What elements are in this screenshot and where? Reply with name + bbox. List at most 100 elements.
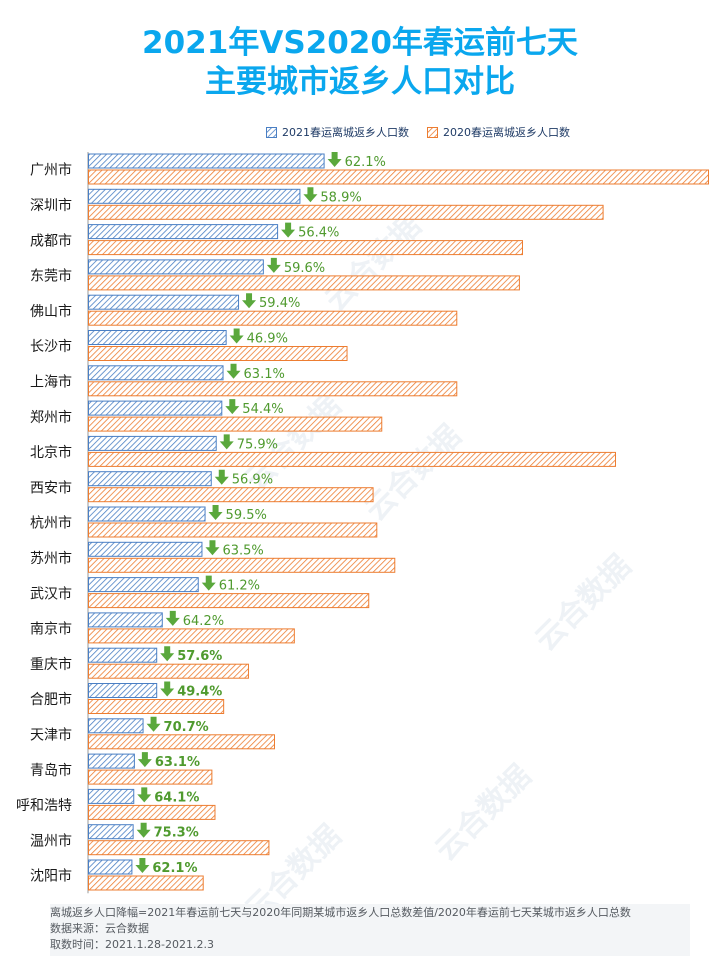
category-label: 合肥市 (30, 691, 72, 708)
category-label: 上海市 (30, 373, 72, 390)
bar-2020 (88, 840, 270, 856)
bar-2021 (88, 541, 203, 557)
decline-percent-label: 70.7% (164, 720, 209, 735)
bar-2021 (88, 718, 144, 734)
down-arrow-icon (229, 328, 244, 344)
chart-title-line1: 2021年VS2020年春运前七天 (142, 25, 578, 61)
bar-2020 (88, 522, 378, 538)
legend-swatch-2020 (427, 126, 438, 138)
bar-2020 (88, 416, 383, 432)
watermark-text: 云合数据 (528, 548, 638, 658)
category-label: 成都市 (30, 232, 72, 249)
footer-note: 离城返乡人口降幅=2021年春运前七天与2020年同期某城市返乡人口总数差值/2… (50, 904, 690, 956)
category-row: 西安市 56.9% (30, 469, 374, 503)
bar-2020 (88, 804, 216, 820)
down-arrow-icon (226, 363, 241, 379)
bar-2020 (88, 734, 275, 750)
bar-2020 (88, 310, 458, 326)
category-row: 杭州市 59.5% (30, 505, 378, 538)
down-arrow-icon (327, 152, 342, 167)
bar-2021 (88, 577, 199, 593)
legend-label-2021: 2021春运离城返乡人口数 (282, 126, 409, 139)
bar-2021 (88, 788, 135, 804)
category-row: 重庆市 57.6% (30, 646, 249, 679)
down-arrow-icon (208, 505, 223, 520)
decline-percent-label: 59.4% (259, 296, 300, 311)
chart-legend: 2021春运离城返乡人口数 2020春运离城返乡人口数 (266, 124, 588, 140)
bar-2020 (88, 451, 616, 467)
bar-2021 (88, 365, 224, 381)
down-arrow-icon (242, 293, 257, 309)
bar-2020 (88, 240, 523, 256)
bar-2021 (88, 471, 212, 487)
bar-2020 (88, 557, 396, 573)
category-row: 深圳市 58.9% (30, 187, 604, 220)
category-label: 佛山市 (30, 303, 72, 320)
decline-percent-label: 75.3% (154, 826, 199, 841)
decline-percent-label: 59.6% (284, 261, 325, 276)
category-row: 东莞市 59.6% (30, 257, 520, 291)
decline-percent-label: 75.9% (237, 437, 278, 452)
category-label: 杭州市 (30, 515, 72, 532)
category-row: 上海市 63.1% (30, 363, 458, 397)
down-arrow-icon (160, 646, 175, 662)
down-arrow-icon (201, 575, 216, 591)
category-label: 东莞市 (30, 268, 72, 285)
category-row: 北京市 75.9% (30, 434, 616, 467)
category-label: 西安市 (30, 479, 72, 496)
bar-2020 (88, 381, 458, 397)
category-label: 温州市 (30, 832, 72, 849)
bar-2021 (88, 435, 217, 451)
bar-2020 (88, 593, 370, 609)
legend-label-2020: 2020春运离城返乡人口数 (443, 126, 570, 139)
bar-2020 (88, 487, 374, 503)
bar-2021 (88, 330, 227, 345)
decline-percent-label: 62.1% (152, 861, 197, 876)
decline-percent-label: 64.2% (183, 614, 224, 629)
category-label: 武汉市 (30, 585, 72, 602)
down-arrow-icon (205, 540, 220, 556)
bar-2021 (88, 259, 264, 275)
bar-2020 (88, 204, 604, 220)
down-arrow-icon (281, 222, 296, 238)
decline-percent-label: 56.4% (298, 226, 339, 241)
category-row: 长沙市 46.9% (30, 328, 348, 361)
down-arrow-icon (137, 752, 152, 768)
watermark-text: 云合数据 (428, 758, 538, 868)
footer-date: 取数时间：2021.1.28-2021.2.3 (50, 938, 214, 951)
bar-2021 (88, 824, 134, 840)
down-arrow-icon (135, 858, 150, 873)
down-arrow-icon (303, 187, 318, 203)
bar-2020 (88, 699, 225, 714)
bar-2020 (88, 769, 213, 785)
decline-percent-label: 57.6% (177, 649, 222, 664)
decline-percent-label: 61.2% (219, 579, 260, 594)
bar-2021 (88, 224, 279, 240)
category-row: 沈阳市 62.1% (30, 858, 204, 891)
bar-2020 (88, 663, 249, 679)
category-label: 南京市 (30, 621, 72, 638)
bar-2021 (88, 400, 223, 416)
down-arrow-icon (146, 716, 161, 732)
bar-2020 (88, 169, 709, 185)
down-arrow-icon (266, 257, 281, 273)
bar-2021 (88, 294, 240, 310)
category-label: 青岛市 (30, 762, 72, 779)
category-label: 郑州市 (30, 409, 72, 426)
bar-2021 (88, 683, 158, 698)
down-arrow-icon (214, 469, 229, 485)
down-arrow-icon (219, 434, 234, 450)
bar-2021 (88, 153, 325, 169)
category-row: 成都市 56.4% (30, 222, 523, 256)
decline-percent-label: 46.9% (247, 332, 288, 347)
down-arrow-icon (225, 399, 240, 415)
bar-2020 (88, 346, 348, 361)
category-row: 温州市 75.3% (30, 822, 270, 856)
bar-2021 (88, 188, 301, 204)
decline-percent-label: 56.9% (232, 473, 273, 488)
category-label: 广州市 (30, 162, 72, 179)
decline-percent-label: 62.1% (345, 155, 386, 170)
bar-2021 (88, 753, 135, 769)
down-arrow-icon (160, 681, 175, 697)
legend-swatch-2021 (266, 126, 277, 138)
